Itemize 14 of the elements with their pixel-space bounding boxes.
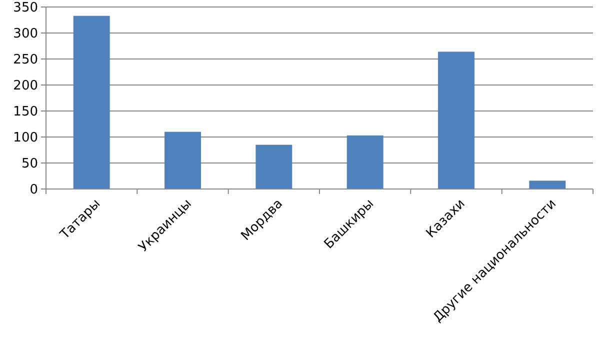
y-tick-label: 200 — [13, 78, 38, 94]
bar — [529, 180, 566, 189]
bar — [164, 132, 201, 189]
bar — [438, 52, 474, 189]
y-tick-label: 300 — [13, 26, 38, 42]
y-tick-label: 350 — [13, 0, 38, 16]
bar — [73, 16, 110, 189]
y-tick-label: 150 — [13, 104, 38, 120]
bar — [346, 135, 384, 189]
y-tick-label: 250 — [13, 52, 38, 68]
y-tick-label: 100 — [13, 130, 38, 146]
bar — [256, 144, 292, 189]
y-tick-label: 0 — [30, 182, 38, 198]
y-tick-label: 50 — [21, 156, 38, 172]
